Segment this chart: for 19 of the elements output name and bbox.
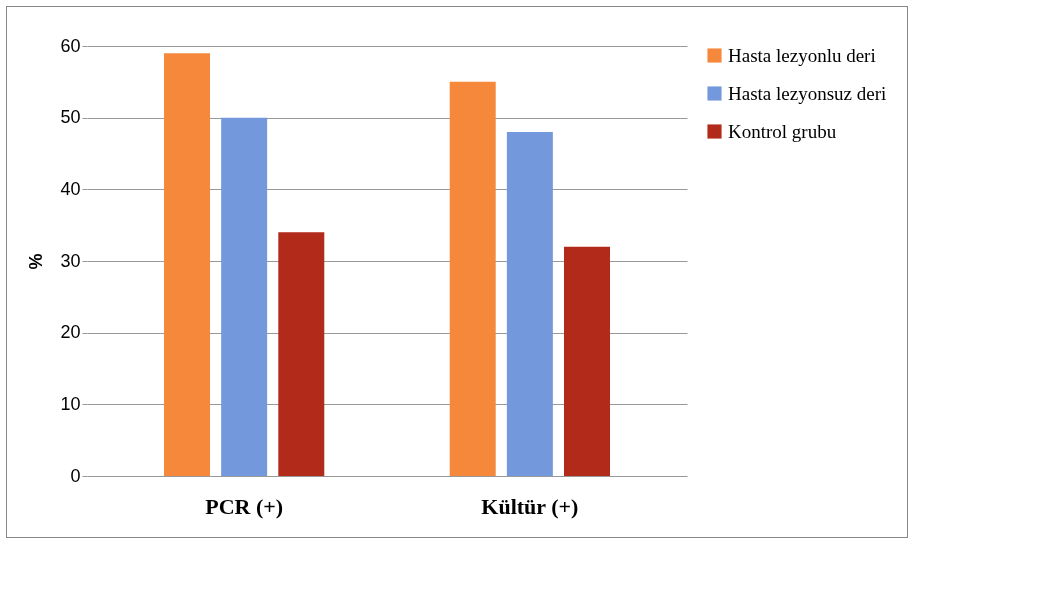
bar xyxy=(164,53,210,476)
y-tick-label: 10 xyxy=(60,393,81,414)
bar xyxy=(564,246,610,476)
y-tick-label: 20 xyxy=(60,322,81,343)
legend-label: Hasta lezyonlu deri xyxy=(728,44,876,66)
bar xyxy=(221,117,268,476)
bar xyxy=(449,81,496,476)
x-tick-label: PCR (+) xyxy=(205,493,284,519)
bar xyxy=(506,132,553,476)
legend-label: Kontrol grubu xyxy=(728,120,837,142)
x-tick-label: Kültür (+) xyxy=(481,493,579,519)
bar xyxy=(278,232,325,476)
legend-label: Hasta lezyonsuz deri xyxy=(728,82,887,104)
y-tick-label: 60 xyxy=(60,35,81,56)
y-axis-title: % xyxy=(26,253,47,270)
y-tick-label: 30 xyxy=(60,250,81,271)
y-tick-label: 50 xyxy=(60,107,81,128)
y-tick-label: 0 xyxy=(70,465,81,486)
y-tick-label: 40 xyxy=(60,178,81,199)
